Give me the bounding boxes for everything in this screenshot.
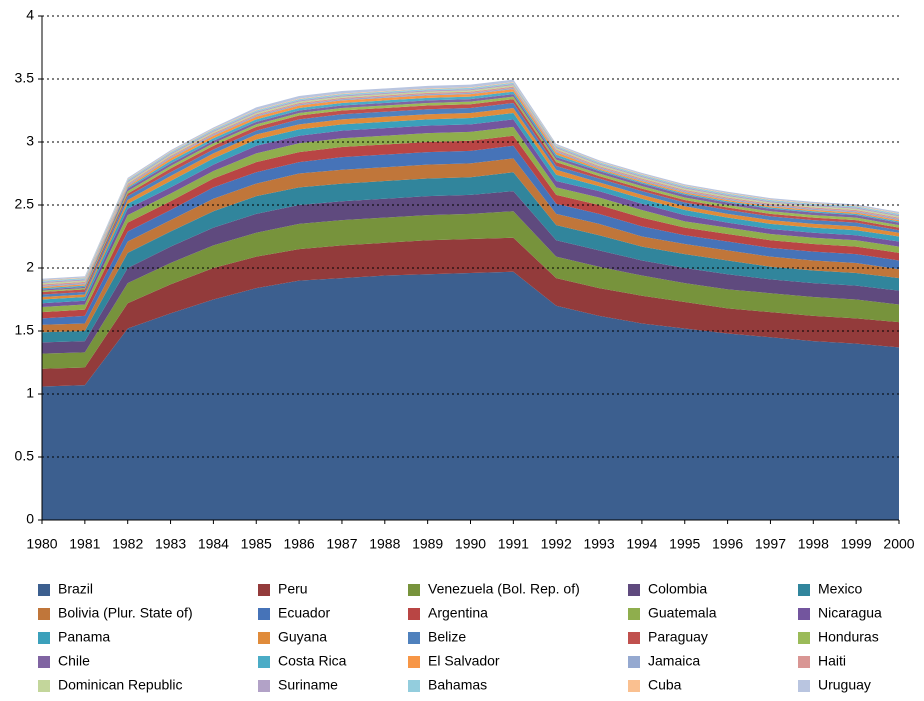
y-tick-label: 2.5 xyxy=(15,196,35,212)
legend-swatch xyxy=(798,680,810,692)
legend-label: Bahamas xyxy=(428,677,487,693)
legend-swatch xyxy=(408,608,420,620)
x-tick-label: 1990 xyxy=(455,536,486,552)
y-tick-label: 1 xyxy=(26,385,34,401)
legend-label: Peru xyxy=(278,581,308,597)
x-tick-label: 1987 xyxy=(326,536,357,552)
legend-label: Costa Rica xyxy=(278,653,347,669)
legend-swatch xyxy=(628,608,640,620)
x-tick-label: 1997 xyxy=(755,536,786,552)
x-tick-label: 1984 xyxy=(198,536,229,552)
legend-swatch xyxy=(628,632,640,644)
legend-swatch xyxy=(258,680,270,692)
x-tick-label: 1986 xyxy=(284,536,315,552)
legend-swatch xyxy=(408,584,420,596)
legend-label: Bolivia (Plur. State of) xyxy=(58,605,193,621)
legend-label: Argentina xyxy=(428,605,488,621)
area xyxy=(42,211,899,369)
legend-swatch xyxy=(38,632,50,644)
legend-swatch xyxy=(258,632,270,644)
legend-swatch xyxy=(38,680,50,692)
legend-swatch xyxy=(628,680,640,692)
legend-swatch xyxy=(798,632,810,644)
legend-label: Cuba xyxy=(648,677,682,693)
legend-label: Guyana xyxy=(278,629,327,645)
legend-swatch xyxy=(408,656,420,668)
legend-label: Honduras xyxy=(818,629,879,645)
x-tick-label: 2000 xyxy=(883,536,914,552)
legend-swatch xyxy=(408,632,420,644)
legend-swatch xyxy=(38,608,50,620)
legend-swatch xyxy=(628,584,640,596)
legend-label: El Salvador xyxy=(428,653,500,669)
x-tick-label: 1994 xyxy=(626,536,657,552)
legend-swatch xyxy=(798,584,810,596)
legend-label: Dominican Republic xyxy=(58,677,183,693)
x-tick-label: 1985 xyxy=(241,536,272,552)
y-tick-label: 3 xyxy=(26,133,34,149)
legend-label: Chile xyxy=(58,653,90,669)
y-tick-label: 0.5 xyxy=(15,448,35,464)
x-tick-label: 1999 xyxy=(841,536,872,552)
legend-label: Colombia xyxy=(648,581,707,597)
legend-label: Brazil xyxy=(58,581,93,597)
x-tick-label: 1981 xyxy=(69,536,100,552)
y-tick-label: 0 xyxy=(26,511,34,527)
legend-label: Guatemala xyxy=(648,605,717,621)
legend-swatch xyxy=(258,584,270,596)
x-tick-label: 1989 xyxy=(412,536,443,552)
x-tick-label: 1992 xyxy=(541,536,572,552)
legend-label: Mexico xyxy=(818,581,863,597)
area xyxy=(42,191,899,354)
x-tick-label: 1982 xyxy=(112,536,143,552)
legend-swatch xyxy=(38,584,50,596)
legend-swatch xyxy=(628,656,640,668)
legend-swatch xyxy=(38,656,50,668)
grid xyxy=(38,15,900,524)
plot-area xyxy=(42,79,899,520)
y-tick-label: 4 xyxy=(26,7,34,23)
legend-label: Venezuela (Bol. Rep. of) xyxy=(428,581,580,597)
legend-label: Jamaica xyxy=(648,653,700,669)
x-tick-label: 1995 xyxy=(669,536,700,552)
legend-swatch xyxy=(408,680,420,692)
area xyxy=(42,271,899,520)
legend-label: Uruguay xyxy=(818,677,871,693)
legend-label: Haiti xyxy=(818,653,846,669)
x-tick-label: 1993 xyxy=(583,536,614,552)
legend-label: Panama xyxy=(58,629,110,645)
y-tick-label: 3.5 xyxy=(15,70,35,86)
x-tick-label: 1991 xyxy=(498,536,529,552)
legend-label: Suriname xyxy=(278,677,338,693)
y-tick-label: 1.5 xyxy=(15,322,35,338)
legend-label: Paraguay xyxy=(648,629,708,645)
legend-label: Belize xyxy=(428,629,466,645)
legend-label: Nicaragua xyxy=(818,605,882,621)
labels: 0 0.5 1 1.5 2 2.5 3 3.5 4 1980 1981 1982 1983 1984 198… xyxy=(15,7,915,552)
legend-swatch xyxy=(798,608,810,620)
x-tick-label: 1983 xyxy=(155,536,186,552)
x-tick-label: 1998 xyxy=(798,536,829,552)
legend-swatch xyxy=(798,656,810,668)
y-tick-label: 2 xyxy=(26,259,34,275)
legend-swatch xyxy=(258,608,270,620)
x-tick-label: 1980 xyxy=(26,536,57,552)
legend-swatch xyxy=(258,656,270,668)
legend-label: Ecuador xyxy=(278,605,330,621)
legend: Brazil Peru Venezuela (Bol. Rep. of) Colomb… xyxy=(38,581,882,693)
x-tick-label: 1996 xyxy=(712,536,743,552)
x-tick-label: 1988 xyxy=(369,536,400,552)
area xyxy=(42,237,899,387)
